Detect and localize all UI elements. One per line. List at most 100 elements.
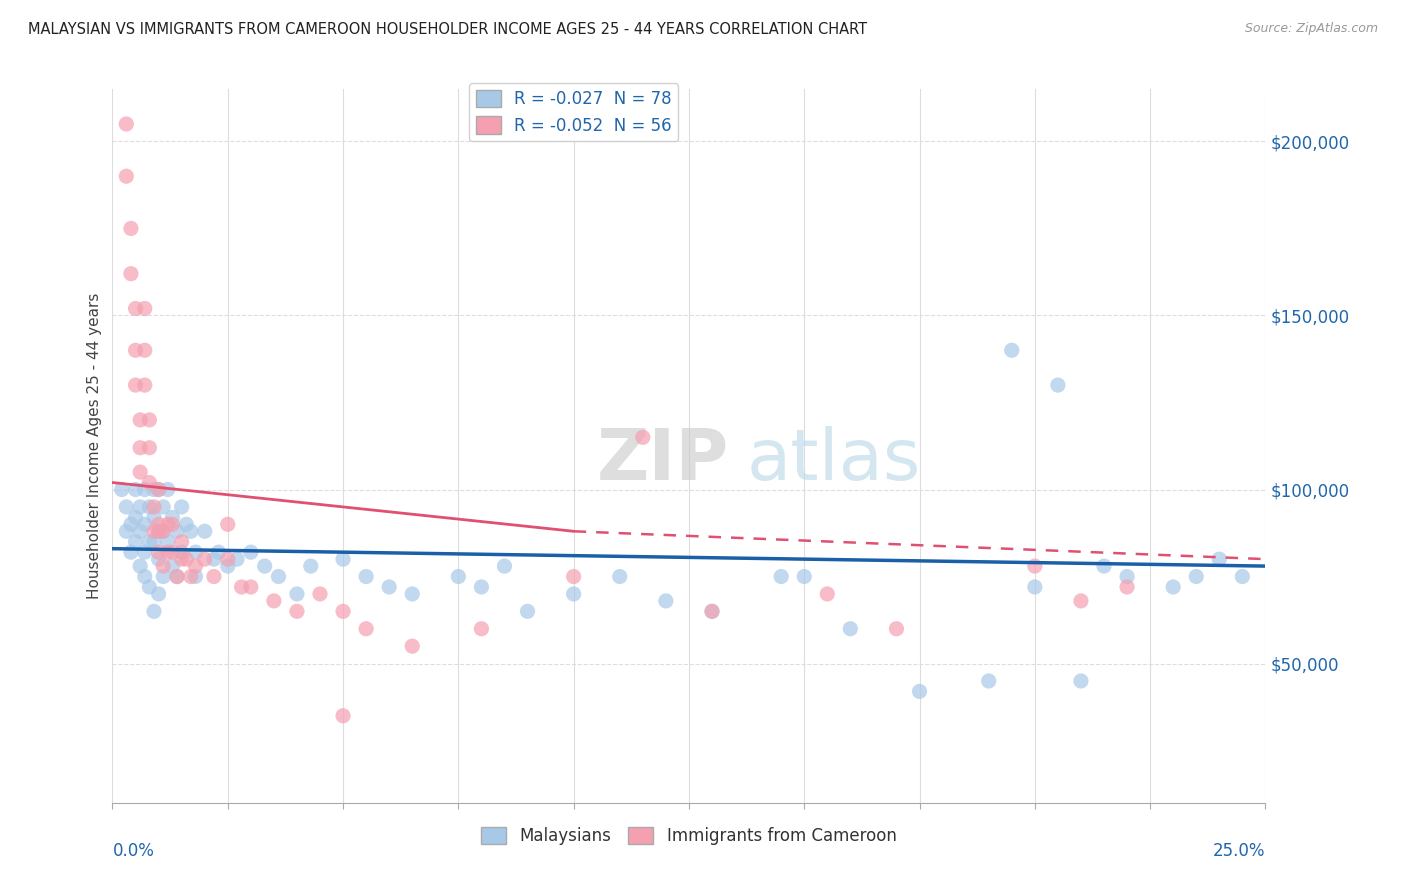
Point [148,517,170,532]
Point [770,569,793,583]
Point [562,569,585,583]
Point [120,545,142,559]
Point [156,483,179,497]
Point [309,587,332,601]
Text: 0.0%: 0.0% [112,842,155,860]
Point [162,510,184,524]
Point [124,483,146,497]
Point [494,559,516,574]
Text: ZIP: ZIP [596,425,728,495]
Point [1161,580,1184,594]
Point [401,639,423,653]
Point [977,673,1000,688]
Point [1024,580,1046,594]
Point [134,483,156,497]
Point [134,517,156,532]
Point [207,545,229,559]
Point [111,483,134,497]
Text: Source: ZipAtlas.com: Source: ZipAtlas.com [1244,22,1378,36]
Point [138,413,160,427]
Point [138,441,160,455]
Text: MALAYSIAN VS IMMIGRANTS FROM CAMEROON HOUSEHOLDER INCOME AGES 25 - 44 YEARS CORR: MALAYSIAN VS IMMIGRANTS FROM CAMEROON HO… [28,22,868,37]
Point [143,500,166,514]
Point [1208,552,1230,566]
Point [470,580,492,594]
Point [332,604,354,618]
Point [217,552,239,566]
Point [332,552,354,566]
Point [562,587,585,601]
Point [202,552,225,566]
Point [124,301,146,316]
Text: atlas: atlas [747,425,921,495]
Point [447,569,470,583]
Point [124,534,146,549]
Point [148,545,170,559]
Point [129,441,152,455]
Point [115,169,138,184]
Point [129,524,152,539]
Point [401,587,423,601]
Point [217,559,239,574]
Point [166,569,188,583]
Point [217,517,239,532]
Point [184,545,207,559]
Point [120,517,142,532]
Point [129,500,152,514]
Point [162,517,184,532]
Point [299,559,322,574]
Point [1024,559,1046,574]
Point [129,559,152,574]
Point [170,500,193,514]
Point [120,267,142,281]
Point [162,545,184,559]
Point [239,580,262,594]
Point [148,552,170,566]
Point [354,569,377,583]
Point [194,524,217,539]
Point [815,587,838,601]
Point [1070,673,1092,688]
Point [1070,594,1092,608]
Point [129,413,152,427]
Point [263,594,285,608]
Point [253,559,276,574]
Point [134,378,156,392]
Point [239,545,262,559]
Point [138,500,160,514]
Point [1116,569,1139,583]
Point [156,534,179,549]
Point [354,622,377,636]
Point [162,559,184,574]
Point [202,569,225,583]
Point [1185,569,1208,583]
Point [115,524,138,539]
Point [516,604,538,618]
Point [908,684,931,698]
Point [1092,559,1115,574]
Point [378,580,401,594]
Point [839,622,862,636]
Point [166,569,188,583]
Text: 25.0%: 25.0% [1213,842,1265,860]
Point [138,475,160,490]
Point [115,500,138,514]
Point [148,524,170,539]
Point [152,500,174,514]
Legend: Malaysians, Immigrants from Cameroon: Malaysians, Immigrants from Cameroon [475,820,903,852]
Point [226,552,249,566]
Point [156,545,179,559]
Point [148,524,170,539]
Point [231,580,253,594]
Point [631,430,654,444]
Point [285,604,308,618]
Point [285,587,308,601]
Point [134,301,156,316]
Point [184,569,207,583]
Point [143,483,166,497]
Point [124,343,146,358]
Point [1116,580,1139,594]
Point [470,622,492,636]
Point [655,594,678,608]
Point [148,587,170,601]
